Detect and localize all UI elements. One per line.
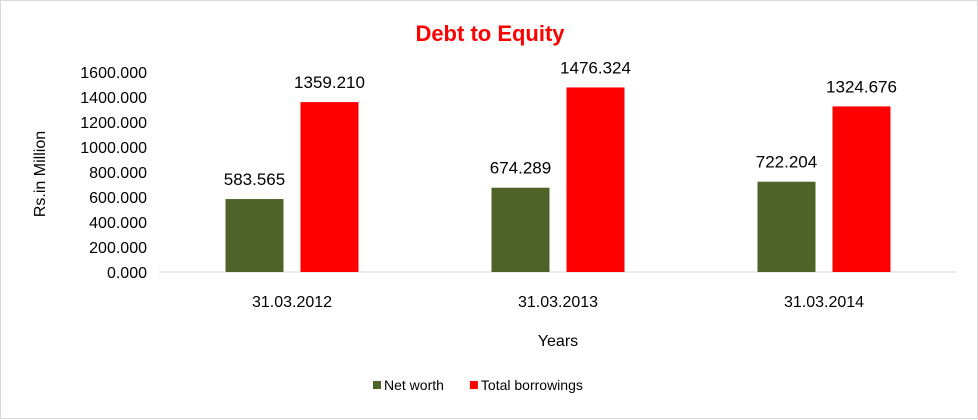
y-tick-label: 1600.000 [80,65,147,82]
category-label: 31.03.2012 [252,294,332,311]
data-labels: 583.565 1359.210 674.289 1476.324 722.204 132… [224,58,897,189]
bar-net-worth [491,187,550,272]
legend-label: Total borrowings [481,377,583,393]
data-label: 1476.324 [560,58,631,77]
legend-swatch [373,381,381,389]
legend: Net worth Total borrowings [373,377,583,393]
data-label: 1359.210 [294,73,365,92]
y-tick-label: 1200.000 [80,115,147,132]
y-tick-label: 800.000 [89,165,147,182]
data-label: 583.565 [224,170,285,189]
y-tick-label: 200.000 [89,240,147,257]
chart-title: Debt to Equity [415,21,565,46]
bar-total-borrowings [832,106,891,272]
y-tick-label: 0.000 [107,265,147,282]
bar-total-borrowings [300,102,359,272]
y-tick-label: 600.000 [89,190,147,207]
y-tick-label: 1400.000 [80,90,147,107]
category-labels: 31.03.2012 31.03.2013 31.03.2014 [252,294,864,311]
y-tick-labels: 0.000 200.000 400.000 600.000 800.000 1000.00… [80,65,147,282]
data-label: 1324.676 [826,77,897,96]
bar-net-worth [225,199,284,272]
y-tick-label: 1000.000 [80,140,147,157]
x-axis-title: Years [538,333,578,350]
y-axis-title: Rs.in Million [32,131,49,217]
legend-label: Net worth [384,377,444,393]
bar-net-worth [757,181,816,272]
legend-swatch [469,381,478,389]
y-tick-label: 400.000 [89,215,147,232]
category-label: 31.03.2013 [518,294,598,311]
bars [225,87,891,272]
data-label: 722.204 [756,153,817,172]
data-label: 674.289 [490,159,551,178]
category-label: 31.03.2014 [784,294,864,311]
bar-total-borrowings [566,87,625,272]
